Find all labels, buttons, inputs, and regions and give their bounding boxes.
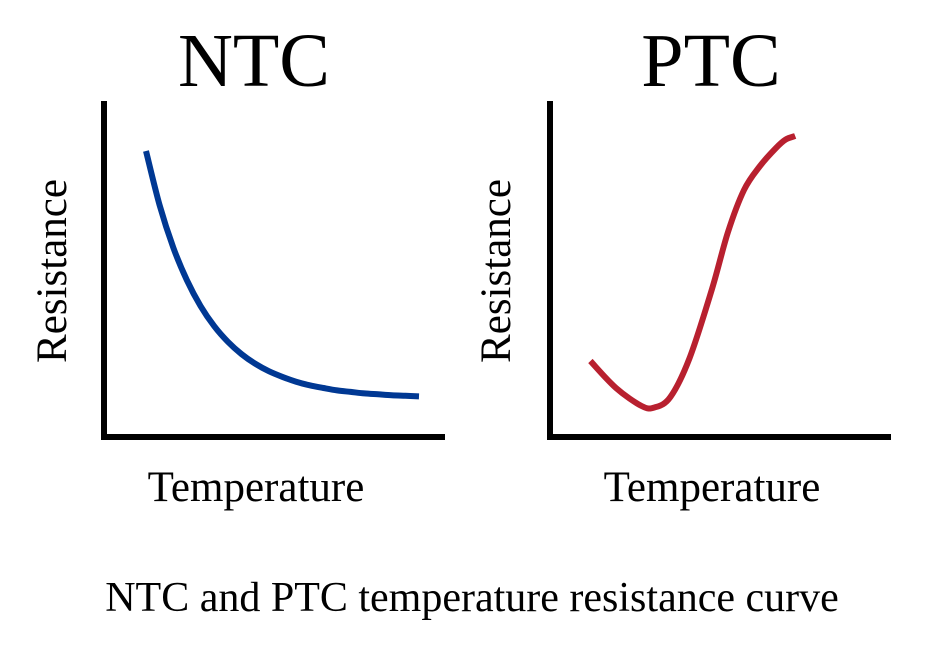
ptc-y-axis-label: Resistance	[473, 179, 520, 363]
ntc-y-axis-label: Resistance	[29, 179, 76, 363]
ntc-chart-title: NTC	[178, 19, 330, 103]
figure-caption: NTC and PTC temperature resistance curve	[105, 575, 839, 621]
ntc-plot-area	[143, 150, 420, 400]
ntc-chart: NTC Resistance Temperature	[29, 19, 445, 511]
ntc-x-axis-label: Temperature	[148, 464, 365, 511]
ptc-chart-title: PTC	[641, 19, 780, 103]
ptc-curve-0	[588, 133, 797, 412]
ptc-chart: PTC Resistance Temperature	[473, 19, 891, 511]
ptc-plot-area	[588, 133, 797, 412]
ntc-curve-0	[143, 150, 420, 400]
ptc-x-axis-label: Temperature	[604, 464, 821, 511]
